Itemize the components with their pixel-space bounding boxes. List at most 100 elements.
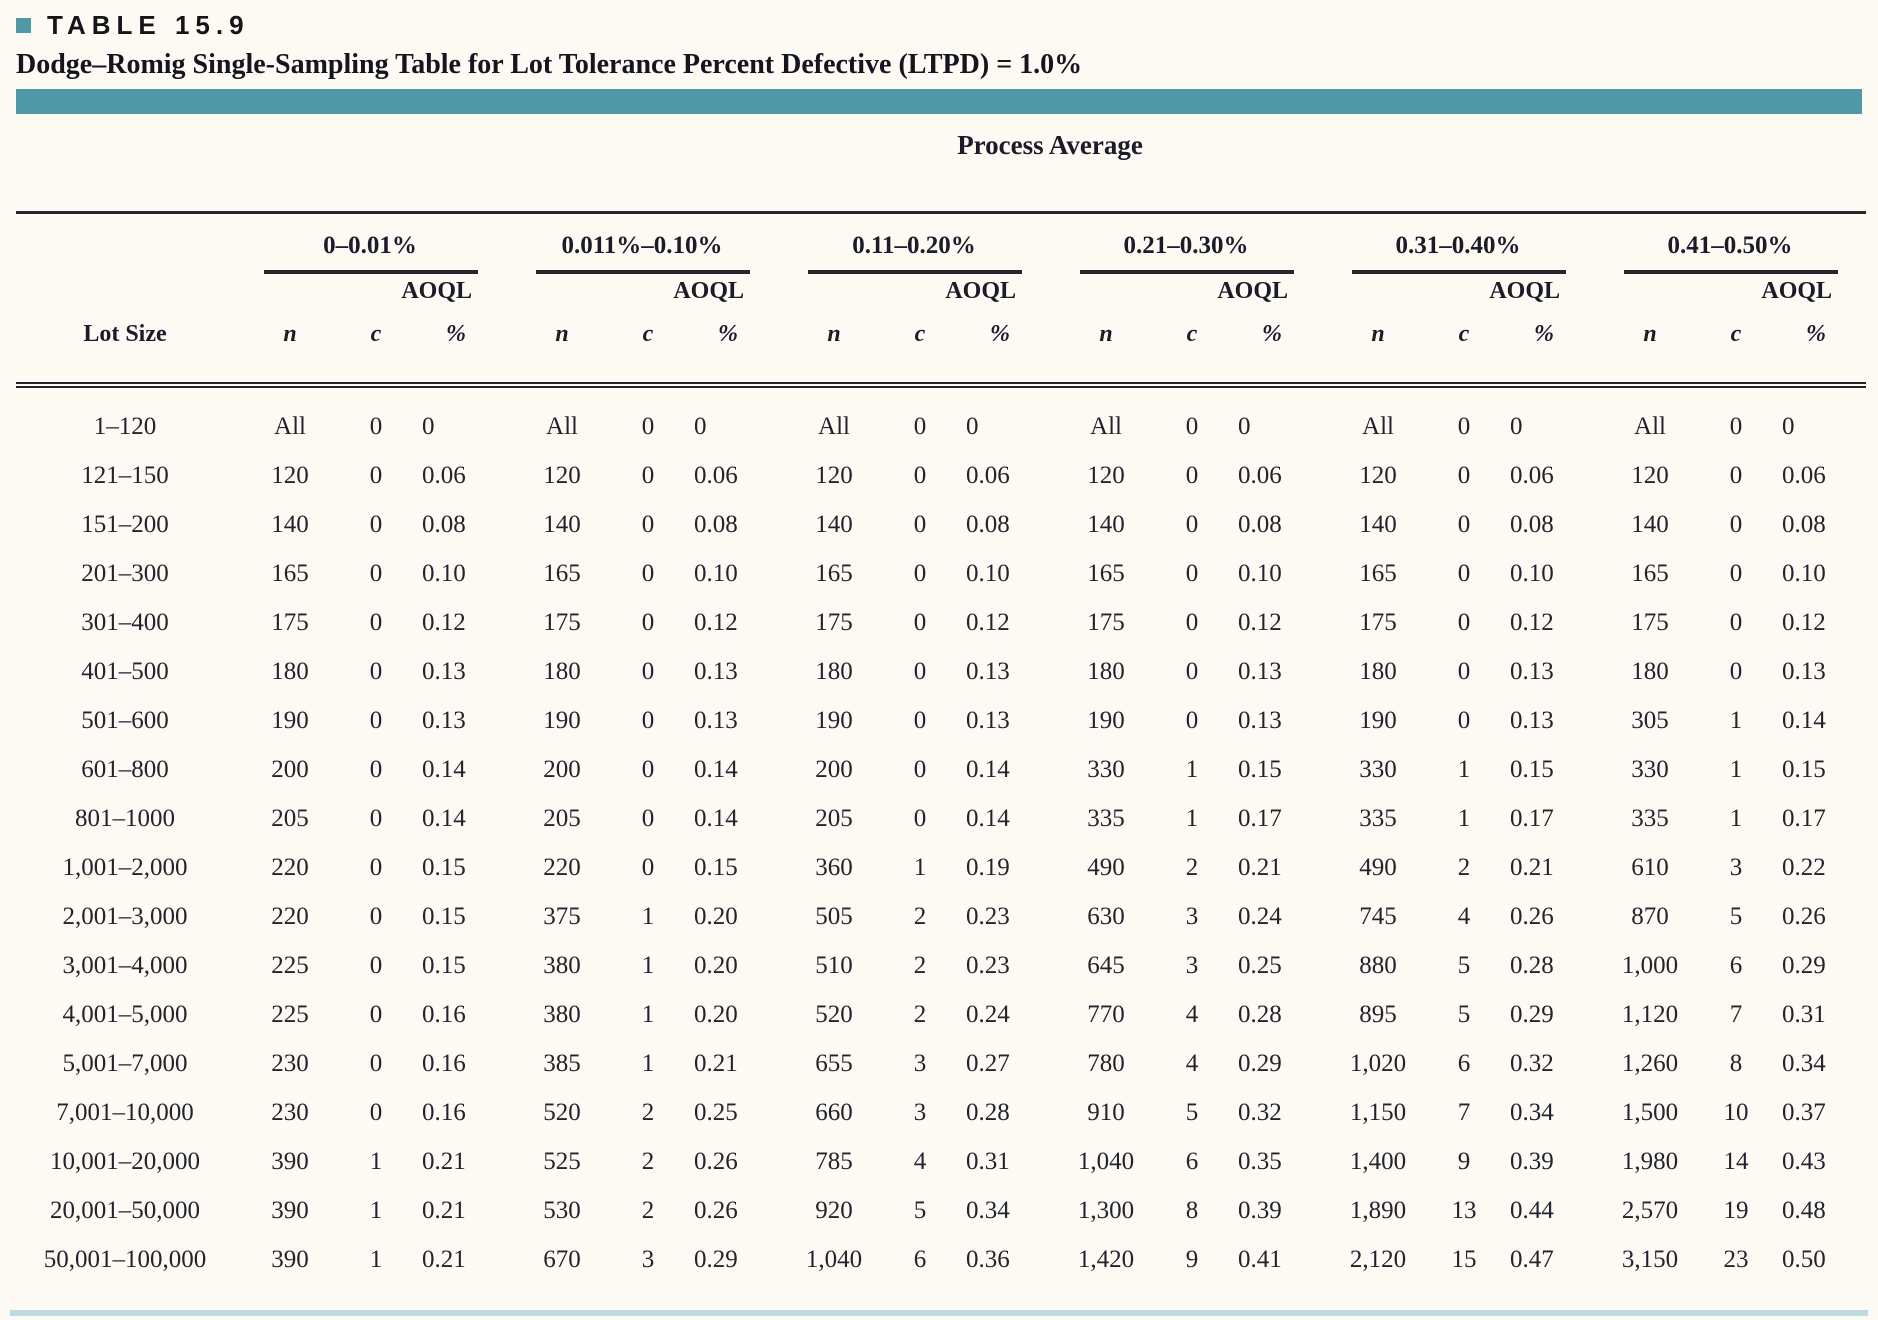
aoql-group-cell: AOQL — [234, 270, 506, 311]
aoql-percent-cell: 0.25 — [1238, 951, 1282, 979]
lot-size-cell: 50,001–100,000 — [43, 1245, 207, 1273]
n-cell: 165 — [1359, 559, 1397, 587]
c-cell: 7 — [1729, 1000, 1743, 1028]
aoql-percent-cell: 0.15 — [422, 951, 466, 979]
lot-size-cell: 20,001–50,000 — [50, 1196, 200, 1224]
n-cell: 880 — [1359, 951, 1397, 979]
n-cell: All — [818, 412, 850, 440]
n-header: n — [506, 311, 618, 388]
c-cell: 0 — [1457, 559, 1471, 587]
aoql-percent-cell: 0.25 — [694, 1098, 738, 1126]
n-cell: 375 — [543, 902, 581, 930]
aoql-percent-cell: 0.39 — [1510, 1147, 1554, 1175]
n-cell: 335 — [1631, 804, 1669, 832]
aoql-percent-cell: 0.13 — [966, 706, 1010, 734]
aoql-percent-cell: 0.31 — [1782, 1000, 1826, 1028]
c-cell: 2 — [641, 1196, 655, 1224]
aoql-percent-cell: 0.24 — [1238, 902, 1282, 930]
table-number-label: TABLE 15.9 — [47, 10, 250, 40]
aoql-percent-cell: 0.41 — [1238, 1245, 1282, 1273]
n-cell: 140 — [271, 510, 309, 538]
c-cell: 1 — [913, 853, 927, 881]
c-cell: 2 — [913, 951, 927, 979]
table-row: 151–200 140 0 0.08 140 0 0.08 140 0 0.08 140 0 0.08 1… — [16, 500, 1866, 549]
aoql-percent-cell: 0.34 — [966, 1196, 1010, 1224]
n-cell: 165 — [815, 559, 853, 587]
table-row: 5,001–7,000 230 0 0.16 385 1 0.21 655 3 0.27 780 4 0… — [16, 1039, 1866, 1088]
n-cell: 140 — [1631, 510, 1669, 538]
n-cell: 140 — [543, 510, 581, 538]
c-cell: 23 — [1723, 1245, 1749, 1273]
aoql-percent-cell: 0.10 — [1510, 559, 1554, 587]
aoql-percent-cell: 0.21 — [422, 1245, 466, 1273]
c-cell: 0 — [369, 657, 383, 685]
n-cell: 200 — [815, 755, 853, 783]
n-cell: 190 — [271, 706, 309, 734]
table-row: 10,001–20,000 390 1 0.21 525 2 0.26 785 4 0.31 1,0… — [16, 1137, 1866, 1186]
c-cell: 3 — [1729, 853, 1743, 881]
aoql-percent-cell: 0.06 — [1782, 461, 1826, 489]
c-cell: 5 — [1457, 951, 1471, 979]
aoql-percent-cell: 0.12 — [1510, 608, 1554, 636]
n-cell: 205 — [543, 804, 581, 832]
n-cell: 910 — [1087, 1098, 1125, 1126]
c-cell: 2 — [913, 902, 927, 930]
aoql-percent-cell: 0.13 — [694, 706, 738, 734]
aoql-percent-cell: 0.14 — [422, 755, 466, 783]
c-cell: 1 — [1457, 755, 1471, 783]
aoql-percent-cell: 0.08 — [422, 510, 466, 538]
n-cell: 200 — [271, 755, 309, 783]
table-row: 2,001–3,000 220 0 0.15 375 1 0.20 505 2 0.23 630 3 0… — [16, 892, 1866, 941]
c-cell: 0 — [641, 510, 655, 538]
aoql-percent-cell: 0.06 — [694, 461, 738, 489]
n-cell: 190 — [815, 706, 853, 734]
table-row: 50,001–100,000 390 1 0.21 670 3 0.29 1,040 6 0.36… — [16, 1235, 1866, 1284]
aoql-percent-cell: 0.15 — [422, 853, 466, 881]
n-cell: 505 — [815, 902, 853, 930]
n-cell: 335 — [1359, 804, 1397, 832]
n-cell: All — [1090, 412, 1122, 440]
aoql-percent-cell: 0.15 — [694, 853, 738, 881]
aoql-group-cell: AOQL — [778, 270, 1050, 311]
aoql-percent-cell: 0.17 — [1238, 804, 1282, 832]
n-cell: 190 — [1087, 706, 1125, 734]
n-cell: 230 — [271, 1049, 309, 1077]
n-cell: 490 — [1359, 853, 1397, 881]
c-cell: 0 — [1457, 510, 1471, 538]
n-cell: 175 — [543, 608, 581, 636]
process-average-row: Process Average — [16, 114, 1867, 214]
c-cell: 0 — [913, 657, 927, 685]
c-cell: 2 — [1457, 853, 1471, 881]
n-cell: 330 — [1359, 755, 1397, 783]
c-cell: 1 — [369, 1245, 383, 1273]
aoql-percent-cell: 0.19 — [966, 853, 1010, 881]
aoql-header-row: AOQL AOQL AOQL AOQL AOQL AOQL — [16, 270, 1866, 311]
table-row: 121–150 120 0 0.06 120 0 0.06 120 0 0.06 120 0 0.06 1… — [16, 451, 1866, 500]
n-cell: 630 — [1087, 902, 1125, 930]
lot-size-cell: 7,001–10,000 — [56, 1098, 194, 1126]
aoql-percent-cell: 0.14 — [694, 804, 738, 832]
c-cell: 0 — [369, 608, 383, 636]
n-cell: 1,120 — [1621, 1000, 1679, 1028]
n-cell: 1,000 — [1621, 951, 1679, 979]
c-cell: 0 — [1185, 412, 1199, 440]
n-cell: 785 — [815, 1147, 853, 1175]
n-header: n — [234, 311, 346, 388]
table-row: 401–500 180 0 0.13 180 0 0.13 180 0 0.13 180 0 0.13 1… — [16, 647, 1866, 696]
aoql-percent-cell: 0.14 — [694, 755, 738, 783]
aoql-percent-cell: 0.32 — [1510, 1049, 1554, 1077]
aoql-percent-cell: 0.26 — [694, 1196, 738, 1224]
n-cell: 1,300 — [1077, 1196, 1135, 1224]
aoql-percent-cell: 0 — [1782, 412, 1795, 440]
c-cell: 1 — [1457, 804, 1471, 832]
process-average-range: 0.11–0.20% — [852, 232, 976, 259]
aoql-percent-cell: 0.23 — [966, 951, 1010, 979]
n-cell: 180 — [543, 657, 581, 685]
aoql-percent-cell: 0.47 — [1510, 1245, 1554, 1273]
n-cell: All — [1362, 412, 1394, 440]
aoql-percent-cell: 0 — [694, 412, 707, 440]
aoql-percent-cell: 0.21 — [1510, 853, 1554, 881]
table-row: 601–800 200 0 0.14 200 0 0.14 200 0 0.14 330 1 0.15 3… — [16, 745, 1866, 794]
n-cell: 165 — [271, 559, 309, 587]
c-cell: 0 — [369, 804, 383, 832]
